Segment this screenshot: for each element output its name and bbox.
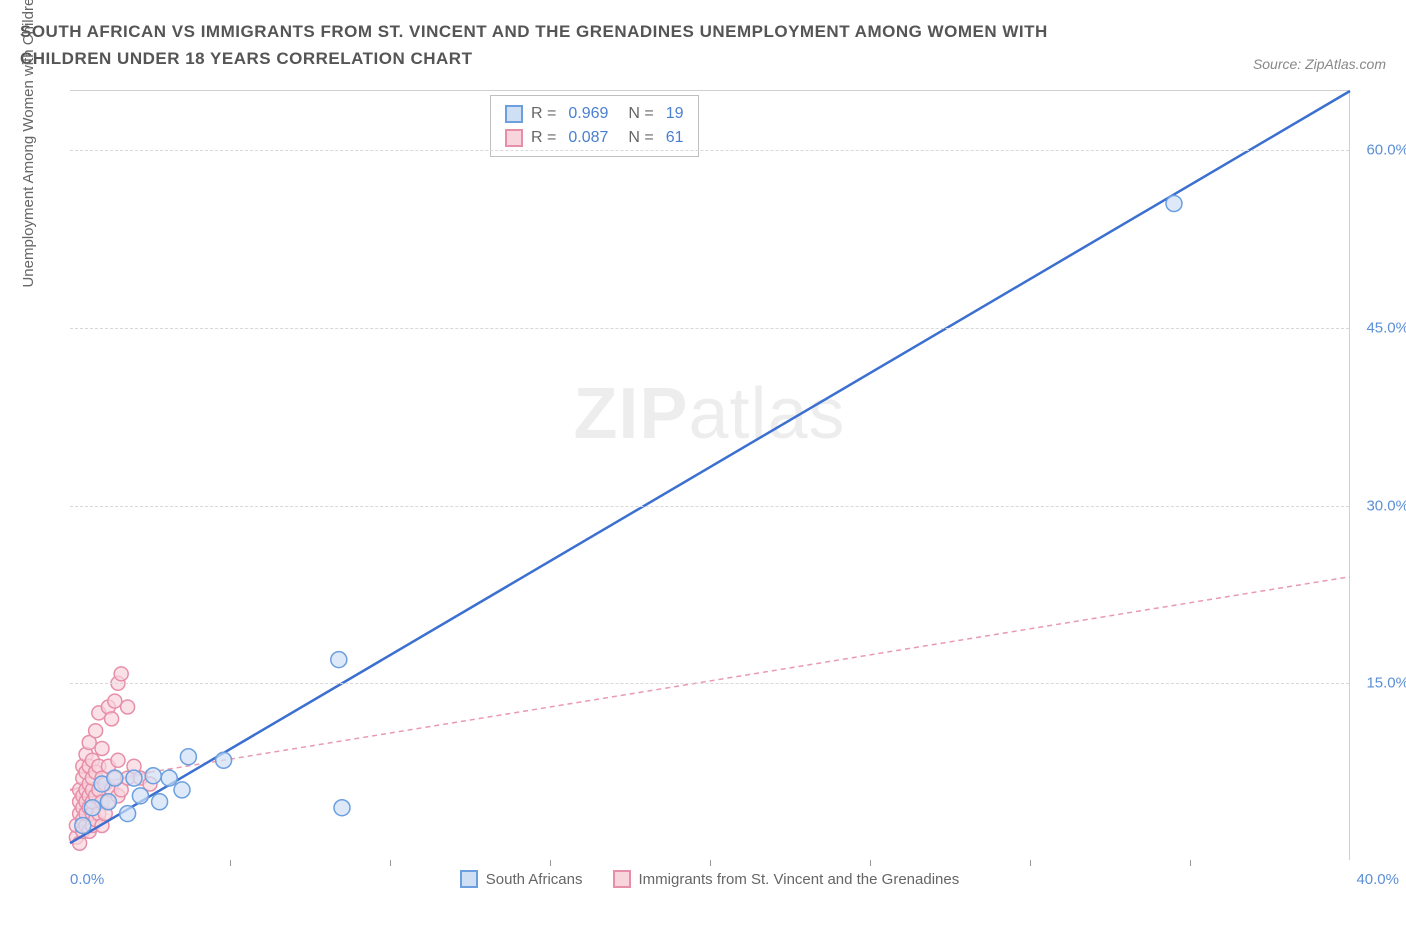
source-label: Source: ZipAtlas.com — [1253, 56, 1386, 72]
x-tick — [1190, 860, 1191, 866]
x-tick — [1030, 860, 1031, 866]
swatch-pink-icon — [613, 870, 631, 888]
x-tick — [390, 860, 391, 866]
y-tick-label: 60.0% — [1366, 142, 1406, 159]
y-tick-label: 15.0% — [1366, 675, 1406, 692]
header: SOUTH AFRICAN VS IMMIGRANTS FROM ST. VIN… — [0, 0, 1406, 80]
legend-item-pink: Immigrants from St. Vincent and the Gren… — [613, 870, 960, 888]
chart-title: SOUTH AFRICAN VS IMMIGRANTS FROM ST. VIN… — [20, 18, 1120, 72]
y-axis-label: Unemployment Among Women with Children U… — [20, 0, 37, 288]
x-tick — [550, 860, 551, 866]
x-tick — [230, 860, 231, 866]
y-tick-label: 30.0% — [1366, 497, 1406, 514]
gridline — [70, 506, 1349, 507]
gridline — [70, 683, 1349, 684]
chart-svg — [70, 91, 1350, 861]
scatter-plot: ZIPatlas R = 0.969 N = 19 R = 0.087 N = … — [70, 90, 1350, 860]
swatch-blue-icon — [460, 870, 478, 888]
series-legend: South Africans Immigrants from St. Vince… — [70, 870, 1349, 888]
legend-item-blue: South Africans — [460, 870, 583, 888]
plot-area: Unemployment Among Women with Children U… — [30, 90, 1380, 890]
y-tick-label: 45.0% — [1366, 319, 1406, 336]
x-tick — [710, 860, 711, 866]
x-tick-right: 40.0% — [1356, 871, 1399, 888]
x-tick — [870, 860, 871, 866]
gridline — [70, 328, 1349, 329]
gridline — [70, 150, 1349, 151]
